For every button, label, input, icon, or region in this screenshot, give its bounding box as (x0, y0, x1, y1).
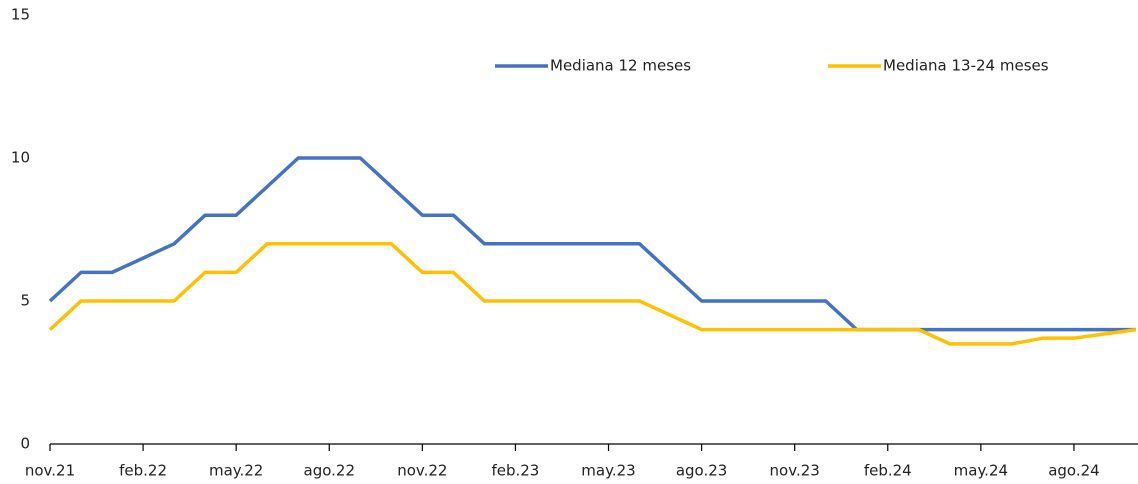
y-tick-label: 0 (20, 435, 30, 453)
x-tick-label: nov.21 (25, 462, 75, 480)
x-tick-label: ago.22 (304, 462, 355, 480)
legend-label: Mediana 12 meses (550, 57, 691, 75)
x-tick-label: nov.22 (397, 462, 447, 480)
y-tick-label: 10 (11, 149, 30, 167)
y-tick-label: 5 (20, 292, 30, 310)
series-line (48, 156, 1136, 332)
x-tick-label: may.22 (209, 462, 263, 480)
y-tick-label: 15 (11, 6, 30, 24)
x-tick-label: feb.22 (119, 462, 167, 480)
x-tick-label: nov.23 (770, 462, 820, 480)
x-tick-label: feb.23 (491, 462, 539, 480)
x-tick-label: may.23 (581, 462, 635, 480)
x-tick-label: ago.24 (1048, 462, 1099, 480)
legend-label: Mediana 13-24 meses (883, 57, 1049, 75)
x-tick-label: may.24 (954, 462, 1008, 480)
x-tick-label: ago.23 (676, 462, 727, 480)
series-line (48, 242, 1137, 346)
x-tick-label: feb.24 (864, 462, 912, 480)
